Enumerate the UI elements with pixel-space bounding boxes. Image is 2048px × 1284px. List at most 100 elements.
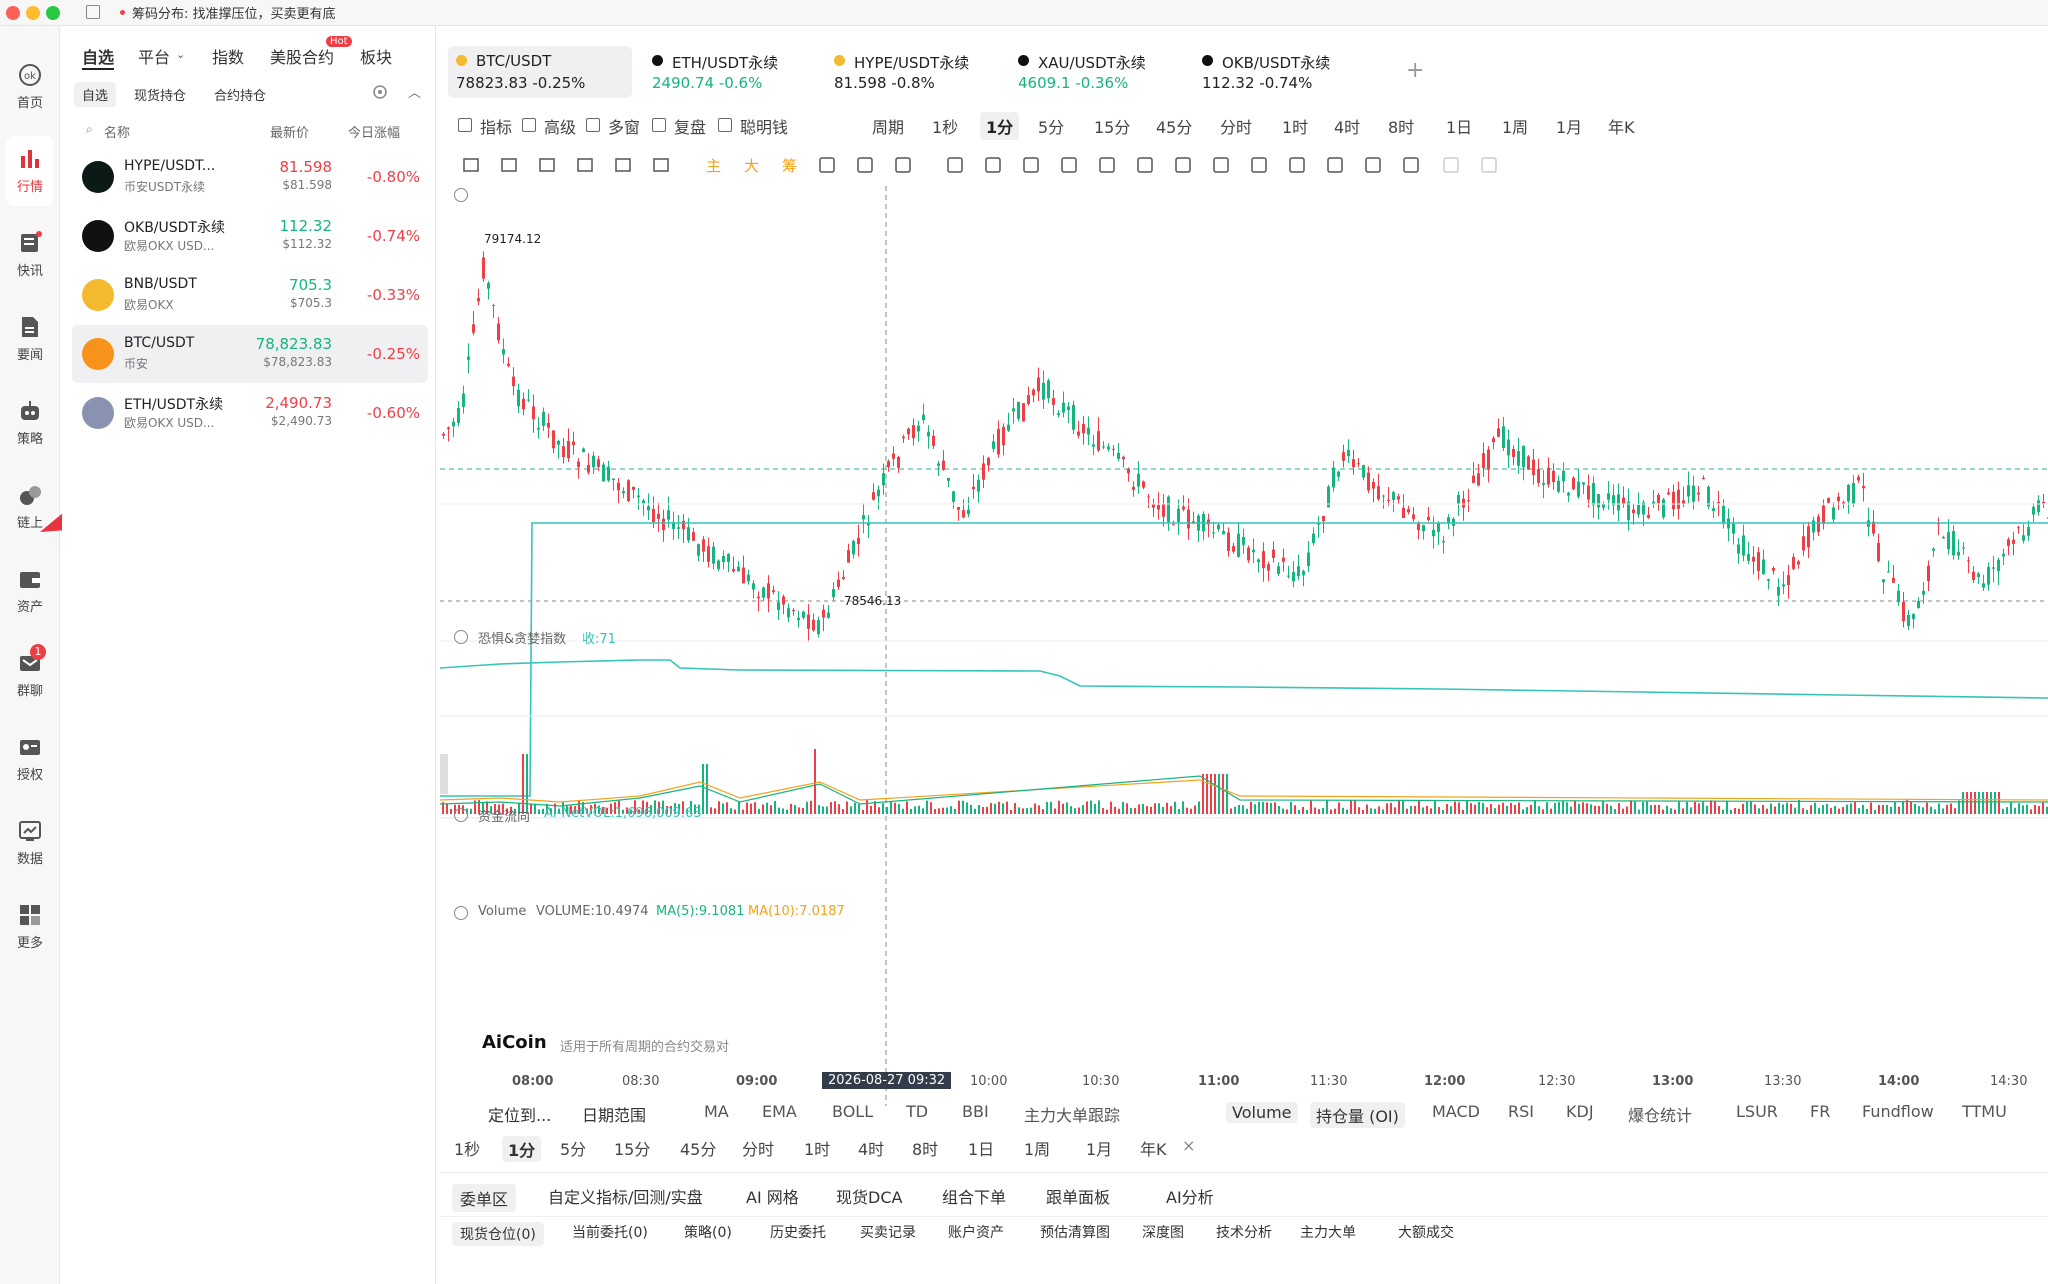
watchlist-row[interactable]: ETH/USDT永续 欧易OKX USD... 2,490.73 $2,490.73 -… xyxy=(72,384,428,442)
settings-icon[interactable] xyxy=(372,84,388,100)
collapse-pane-icon[interactable] xyxy=(454,906,468,920)
draw-tool-icon[interactable] xyxy=(819,157,835,173)
close-icon[interactable]: × xyxy=(1182,1136,1196,1155)
period-7[interactable]: 4时 xyxy=(1334,118,1361,137)
sub-indicator-4[interactable]: KDJ xyxy=(1566,1102,1594,1121)
subtab-futures-holdings[interactable]: 合约持仓 xyxy=(214,89,267,104)
bottom-period-6[interactable]: 1时 xyxy=(804,1140,831,1159)
position-tab-8[interactable]: 技术分析 xyxy=(1216,1225,1272,1241)
period-0[interactable]: 1秒 xyxy=(932,118,959,137)
draw-tool-icon[interactable] xyxy=(1099,157,1115,173)
pair-tab[interactable]: HYPE/USDT永续 81.598 -0.8% xyxy=(826,46,996,98)
indicator-2[interactable]: BOLL xyxy=(832,1102,874,1121)
sub-indicator-1[interactable]: 持仓量 (OI) xyxy=(1310,1102,1405,1128)
draw-tool-icon[interactable] xyxy=(1251,157,1267,173)
pair-tab[interactable]: ETH/USDT永续 2490.74 -0.6% xyxy=(644,46,814,98)
draw-label[interactable]: 筹 xyxy=(782,157,797,175)
col-header-price[interactable]: 最新价 xyxy=(270,126,310,141)
tab-sectors[interactable]: 板块 xyxy=(360,48,393,67)
subtab-favorites[interactable]: 自选 xyxy=(74,82,117,107)
bottom-period-4[interactable]: 45分 xyxy=(680,1140,717,1159)
sub-indicator-3[interactable]: RSI xyxy=(1508,1102,1534,1121)
sub-indicator-8[interactable]: Fundflow xyxy=(1862,1102,1934,1121)
toolbar-1[interactable]: 高级 xyxy=(544,118,577,137)
locate-button[interactable]: 定位到... xyxy=(488,1106,552,1125)
col-header-name[interactable]: 名称 xyxy=(104,126,131,141)
bottom-period-12[interactable]: 年K xyxy=(1140,1140,1167,1159)
minimize-window-button[interactable] xyxy=(26,6,40,20)
nav-item-strategy[interactable]: 策略 xyxy=(0,388,60,458)
period-9[interactable]: 1日 xyxy=(1446,118,1473,137)
nav-item-assets[interactable]: 资产 xyxy=(0,556,60,626)
nav-item-chat[interactable]: 群聊 1 xyxy=(0,640,60,710)
collapse-icon[interactable]: ︿ xyxy=(408,86,422,101)
draw-tool-icon[interactable] xyxy=(1023,157,1039,173)
bottom-period-0[interactable]: 1秒 xyxy=(454,1140,481,1159)
side-handle[interactable] xyxy=(440,754,448,794)
period-12[interactable]: 年K xyxy=(1608,118,1635,137)
sub-indicator-5[interactable]: 爆仓统计 xyxy=(1628,1106,1693,1125)
draw-tool-icon[interactable] xyxy=(653,158,669,172)
bottom-period-7[interactable]: 4时 xyxy=(858,1140,885,1159)
sub-indicator-0[interactable]: Volume xyxy=(1226,1102,1298,1123)
search-icon[interactable]: ⌕ xyxy=(86,122,93,136)
draw-tool-icon[interactable] xyxy=(539,158,555,172)
bottom-period-9[interactable]: 1日 xyxy=(968,1140,995,1159)
position-tab-3[interactable]: 历史委托 xyxy=(770,1225,826,1241)
draw-tool-icon[interactable] xyxy=(615,158,631,172)
nav-item-home[interactable]: ok 首页 xyxy=(0,52,60,122)
date-range-dropdown[interactable]: 日期范围 xyxy=(582,1106,647,1125)
bottom-period-10[interactable]: 1周 xyxy=(1024,1140,1051,1159)
pair-tab[interactable]: BTC/USDT 78823.83 -0.25% xyxy=(448,46,632,98)
order-tab-5[interactable]: 跟单面板 xyxy=(1046,1188,1111,1207)
bottom-period-3[interactable]: 15分 xyxy=(614,1140,651,1159)
add-tab-icon[interactable]: + xyxy=(1406,58,1425,83)
close-window-button[interactable] xyxy=(6,6,20,20)
col-header-change[interactable]: 今日涨幅 xyxy=(348,126,401,141)
period-2[interactable]: 5分 xyxy=(1038,118,1065,137)
draw-tool-icon[interactable] xyxy=(1443,157,1459,173)
watchlist-row[interactable]: OKB/USDT永续 欧易OKX USD... 112.32 $112.32 -0.74… xyxy=(72,207,428,265)
collapse-pane-icon[interactable] xyxy=(454,808,468,822)
order-tab-0[interactable]: 委单区 xyxy=(452,1184,517,1212)
draw-label[interactable]: 主 xyxy=(706,157,721,175)
nav-item-more[interactable]: 更多 xyxy=(0,892,60,962)
draw-tool-icon[interactable] xyxy=(463,158,479,172)
draw-tool-icon[interactable] xyxy=(985,157,1001,173)
nav-item-chain[interactable]: 链上 xyxy=(0,472,60,542)
indicator-5[interactable]: 主力大单跟踪 xyxy=(1024,1106,1121,1125)
position-tab-5[interactable]: 账户资产 xyxy=(948,1225,1004,1241)
position-tab-0[interactable]: 现货仓位(0) xyxy=(452,1222,544,1246)
watchlist-row[interactable]: BTC/USDT 币安 78,823.83 $78,823.83 -0.25% xyxy=(72,325,428,383)
draw-tool-icon[interactable] xyxy=(1403,157,1419,173)
nav-item-headline[interactable]: 要闻 xyxy=(0,304,60,374)
collapse-pane-icon[interactable] xyxy=(454,630,468,644)
draw-tool-icon[interactable] xyxy=(1481,157,1497,173)
position-tab-1[interactable]: 当前委托(0) xyxy=(572,1225,648,1241)
indicator-4[interactable]: BBI xyxy=(962,1102,989,1121)
period-6[interactable]: 1时 xyxy=(1282,118,1309,137)
position-tab-2[interactable]: 策略(0) xyxy=(684,1225,732,1241)
toolbar-4[interactable]: 聪明钱 xyxy=(740,118,789,137)
draw-tool-icon[interactable] xyxy=(857,157,873,173)
draw-tool-icon[interactable] xyxy=(577,158,593,172)
draw-tool-icon[interactable] xyxy=(501,158,517,172)
chevron-down-icon[interactable]: ⌄ xyxy=(176,48,186,61)
watchlist-row[interactable]: HYPE/USDT... 币安USDT永续 81.598 $81.598 -0.80% xyxy=(72,148,428,206)
tab-us-stock-futures[interactable]: 美股合约 xyxy=(270,48,335,67)
position-tab-9[interactable]: 主力大单 xyxy=(1300,1225,1356,1241)
draw-tool-icon[interactable] xyxy=(1137,157,1153,173)
nav-item-auth[interactable]: 授权 xyxy=(0,724,60,794)
sub-indicator-6[interactable]: LSUR xyxy=(1736,1102,1778,1121)
pair-tab[interactable]: XAU/USDT永续 4609.1 -0.36% xyxy=(1010,46,1180,98)
nav-item-market[interactable]: 行情 xyxy=(6,136,54,206)
tab-platform[interactable]: 平台 xyxy=(138,48,171,67)
sub-indicator-7[interactable]: FR xyxy=(1810,1102,1831,1121)
pair-tab[interactable]: OKB/USDT永续 112.32 -0.74% xyxy=(1194,46,1364,98)
nav-item-data[interactable]: 数据 xyxy=(0,808,60,878)
period-5[interactable]: 分时 xyxy=(1220,118,1253,137)
bottom-period-1[interactable]: 1分 xyxy=(502,1136,542,1162)
sidebar-toggle-icon[interactable] xyxy=(86,5,100,19)
position-tab-4[interactable]: 买卖记录 xyxy=(860,1225,916,1241)
watchlist-row[interactable]: BNB/USDT 欧易OKX 705.3 $705.3 -0.33% xyxy=(72,266,428,324)
